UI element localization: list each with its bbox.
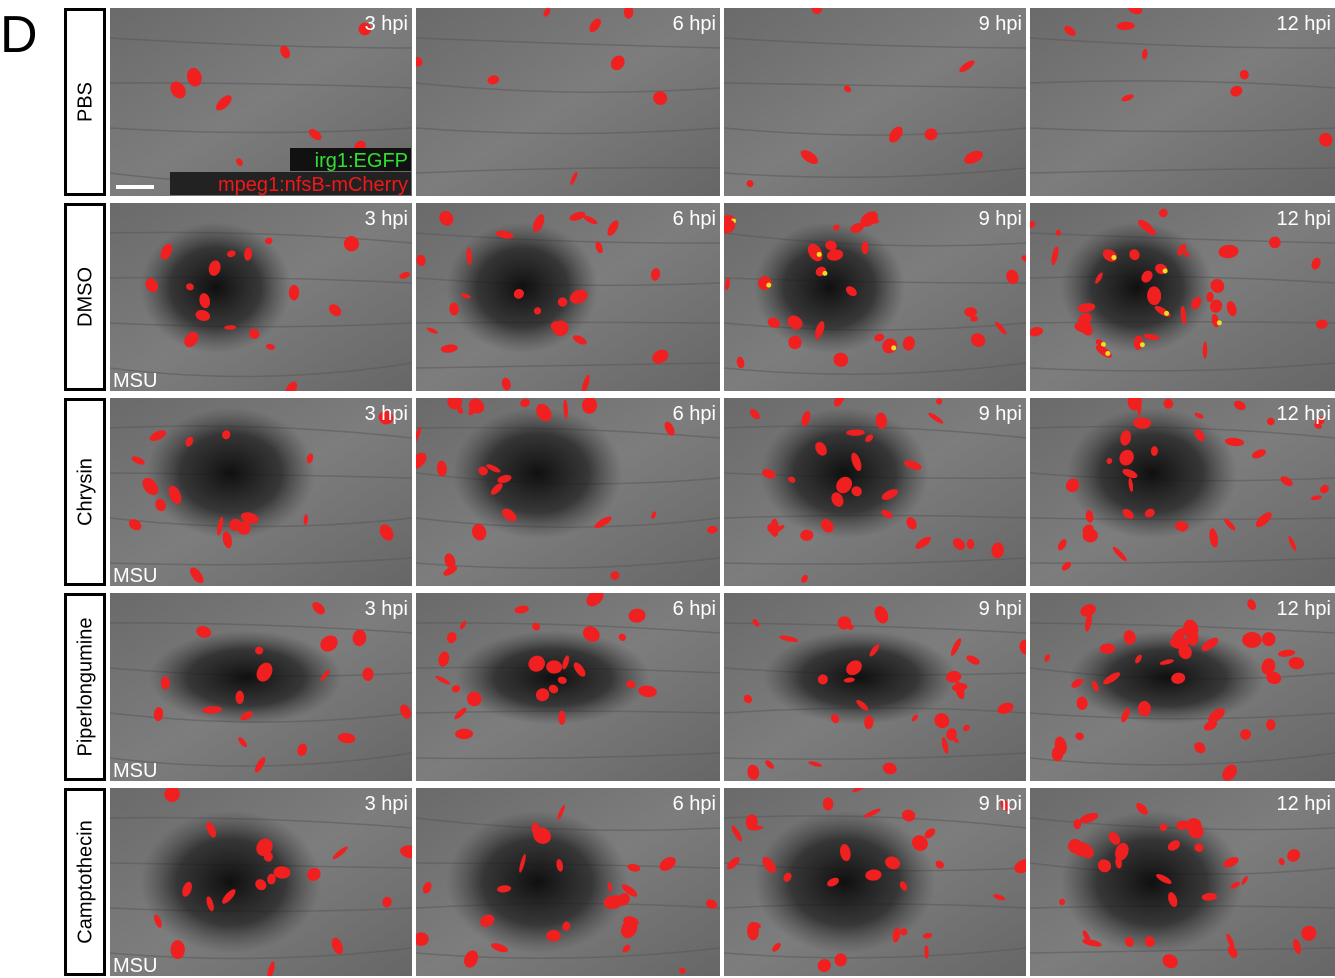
egfp-cell [766, 283, 771, 288]
egfp-cell [1217, 320, 1222, 325]
microscopy-panel: 12 hpi [1030, 391, 1335, 586]
egfp-cell [1111, 255, 1116, 260]
panel-content [724, 593, 1034, 781]
msu-crystal [760, 407, 929, 539]
row-label: PBS [74, 82, 96, 122]
panel-label: D [0, 6, 38, 64]
microscopy-panel: 6 hpi [413, 788, 720, 976]
microscopy-panel: 9 hpi [724, 2, 1026, 196]
msu-crystal [456, 631, 651, 725]
macrophage [161, 676, 170, 689]
time-label: 3 hpi [365, 793, 408, 815]
msu-crystal [754, 811, 935, 954]
panel-content [718, 203, 1030, 391]
row-label: Camptothecin [74, 820, 96, 943]
egfp-cell [1163, 268, 1168, 273]
time-label: 9 hpi [979, 13, 1022, 35]
time-label: 3 hpi [365, 403, 408, 425]
msu-crystal [140, 811, 321, 954]
macrophage [1137, 397, 1141, 415]
time-label: 6 hpi [673, 403, 716, 425]
egfp-cell [1140, 342, 1145, 347]
microscopy-panel: 12 hpi [1030, 593, 1335, 784]
msu-crystal [1070, 631, 1265, 725]
time-label: 3 hpi [365, 208, 408, 230]
panel-content [1024, 203, 1335, 391]
time-label: 3 hpi [365, 598, 408, 620]
treatment-label: MSU [113, 955, 157, 977]
macrophage [861, 241, 868, 254]
microscopy-panel: 6 hpi [415, 203, 720, 394]
msu-crystal [146, 407, 315, 539]
row-label: Chrysin [74, 458, 96, 526]
treatment-label: MSU [113, 370, 157, 392]
panel-content [413, 788, 720, 976]
time-label: 6 hpi [673, 208, 716, 230]
microscopy-panel: 3 hpi MSU [110, 784, 420, 978]
msu-crystal [763, 631, 956, 725]
panel-background [724, 8, 1026, 196]
msu-crystal [1061, 222, 1214, 354]
microscopy-panel: 3 hpi MSU [110, 398, 412, 587]
microscopy-panel: 9 hpi [724, 390, 1026, 586]
msu-crystal [1061, 811, 1244, 954]
microscopy-panel: 3 hpi MSU [110, 593, 413, 782]
row-label: Piperlongumine [74, 618, 96, 757]
panel-content [415, 203, 720, 394]
treatment-label: MSU [113, 760, 157, 782]
egfp-cell [822, 271, 827, 276]
time-label: 9 hpi [979, 598, 1022, 620]
microscopy-panel: 9 hpi [718, 203, 1030, 391]
time-label: 9 hpi [979, 403, 1022, 425]
macrophage [171, 940, 185, 959]
msu-crystal [149, 631, 342, 725]
microscopy-panel: 9 hpi [724, 593, 1034, 781]
time-label: 6 hpi [673, 598, 716, 620]
microscopy-panel: 6 hpi [407, 392, 720, 586]
microscopy-panel: 3 hpi MSU [110, 203, 412, 399]
figure: D PBS 3 hpi 6 hpi 9 hpi 12 hpi DMSO 3 hpi MSU 6 … [0, 0, 1335, 978]
time-label: 6 hpi [673, 793, 716, 815]
treatment-label: MSU [113, 565, 157, 587]
time-label: 12 hpi [1277, 208, 1332, 230]
legend-egfp: irg1:EGFP [315, 150, 408, 172]
egfp-cell [1164, 311, 1169, 316]
row-label: DMSO [74, 267, 96, 327]
time-label: 6 hpi [673, 13, 716, 35]
msu-crystal [446, 222, 598, 354]
msu-crystal [452, 407, 622, 539]
time-label: 3 hpi [365, 13, 408, 35]
time-label: 9 hpi [979, 208, 1022, 230]
microscopy-panel: 9 hpi [724, 783, 1035, 976]
egfp-cell [891, 345, 896, 350]
microscopy-panel: 12 hpi [1030, 788, 1335, 976]
panel-content [110, 593, 413, 781]
panel-content [1030, 593, 1335, 784]
legend-mcherry: mpeg1:nfsB-mCherry [218, 174, 408, 196]
microscopy-panel: 6 hpi [411, 5, 720, 196]
microscopy-panel: 12 hpi [1030, 3, 1335, 196]
panel-content [1030, 788, 1335, 976]
time-label: 12 hpi [1277, 598, 1332, 620]
microscopy-panel: 6 hpi [416, 586, 720, 781]
panel-content [110, 398, 412, 586]
time-label: 9 hpi [979, 793, 1022, 815]
time-label: 12 hpi [1277, 403, 1332, 425]
time-label: 12 hpi [1277, 13, 1332, 35]
egfp-cell [1105, 351, 1110, 356]
egfp-cell [817, 252, 822, 257]
microscopy-panel: 12 hpi [1024, 203, 1335, 391]
time-label: 12 hpi [1277, 793, 1332, 815]
